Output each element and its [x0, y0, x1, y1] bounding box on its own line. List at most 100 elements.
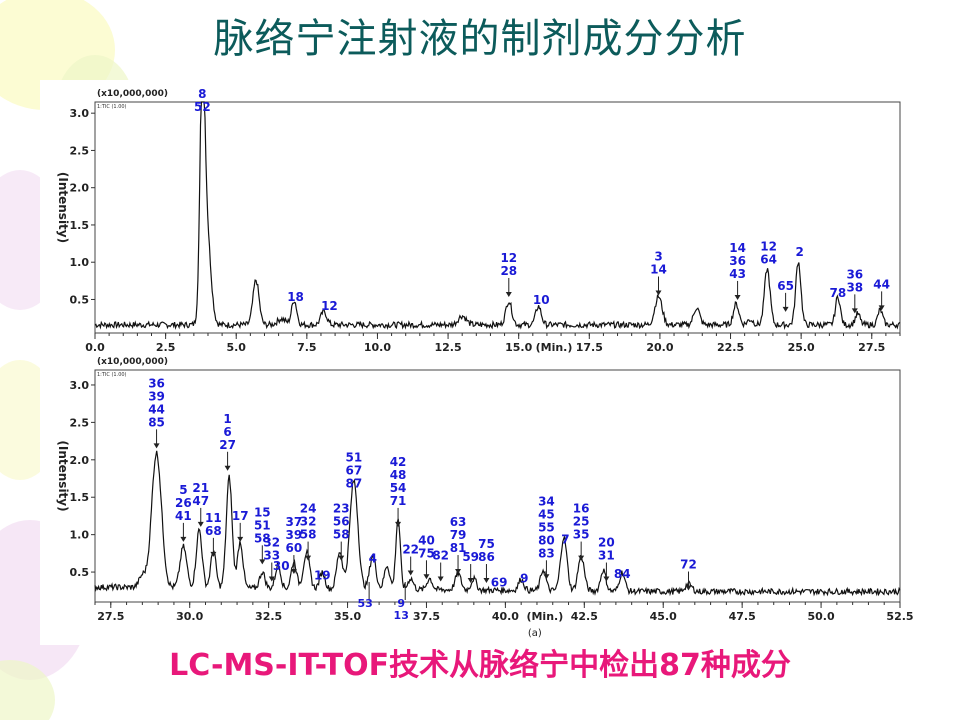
x-tick-label: 17.5 [576, 341, 603, 354]
peak-label: 1 [223, 412, 231, 426]
peak-label: 41 [175, 509, 192, 523]
peak-label: 64 [760, 253, 777, 267]
peak-annotation: 18 [287, 290, 304, 304]
peak-label: 51 [346, 450, 363, 464]
peak-label: 84 [614, 567, 631, 581]
x-tick-label: 45.0 [650, 610, 677, 623]
peak-label: 18 [287, 290, 304, 304]
peak-label: 55 [538, 520, 555, 534]
peak-label: 59 [462, 550, 479, 564]
peak-label: 25 [573, 515, 590, 529]
tic-label: 1:TIC (1.00) [97, 104, 127, 110]
y-tick-label: 0.5 [70, 293, 90, 306]
peak-label: 33 [263, 549, 280, 563]
peak-label: 39 [148, 389, 165, 403]
annotation-arrow-head [210, 551, 217, 557]
peak-label: 3 [654, 249, 662, 263]
peak-label: 42 [390, 455, 407, 469]
x-tick-label: 0.0 [85, 341, 105, 354]
peak-annotation: 69 [491, 575, 508, 589]
x-tick-label: 7.5 [297, 341, 317, 354]
annotation-arrow-head [578, 555, 585, 561]
x-tick-label: 42.5 [571, 610, 598, 623]
y-tick-label: 2.5 [70, 416, 90, 429]
peak-label: 10 [533, 293, 550, 307]
peak-label: 9 [520, 572, 528, 586]
annotation-arrow-head [423, 574, 430, 580]
peak-label: 81 [450, 541, 467, 555]
peak-annotation: 4 [369, 551, 377, 565]
peak-label: 12 [760, 240, 777, 254]
peak-annotation: 22 [402, 543, 419, 576]
peak-annotation: 82 [432, 549, 449, 582]
peak-label: 19 [314, 569, 331, 583]
peak-label: 32 [263, 536, 280, 550]
peak-label: 44 [873, 277, 890, 291]
x-tick-label: 32.5 [255, 610, 282, 623]
annotation-arrow-head [483, 578, 490, 584]
peak-label: 83 [538, 546, 555, 560]
peak-label: 35 [573, 528, 590, 542]
peak-label: 8 [198, 87, 206, 101]
peak-label: 87 [346, 476, 363, 490]
annotation-arrow-head [851, 308, 858, 314]
peak-label: 20 [598, 536, 615, 550]
peak-label: 47 [192, 494, 209, 508]
annotation-arrow-head [505, 291, 512, 297]
x-tick-label: 52.5 [886, 610, 913, 623]
slide-caption: LC-MS-IT-TOF技术从脉络宁中检出87种成分 [169, 648, 791, 683]
peak-label: 26 [175, 496, 192, 510]
annotation-arrow-head [685, 585, 692, 591]
x-tick-label: 35.0 [334, 610, 361, 623]
x-tick-label: 27.5 [858, 341, 885, 354]
peak-label: 52 [194, 100, 211, 114]
y-tick-label: 3.0 [70, 379, 90, 392]
peak-label: 45 [538, 507, 555, 521]
peak-label: 31 [598, 549, 615, 563]
slide-title: 脉络宁注射液的制剂成分分析 [213, 16, 747, 62]
x-tick-label: 27.5 [97, 610, 124, 623]
y-tick-label: 1.5 [70, 491, 90, 504]
peak-annotation: 852 [194, 87, 211, 114]
x-tick-label: 10.0 [364, 341, 391, 354]
x-tick-label: 22.5 [717, 341, 744, 354]
y-tick-label: 2.5 [70, 144, 90, 157]
peak-label: 36 [846, 267, 863, 281]
peak-label: 7 [561, 533, 569, 547]
peak-label: 24 [300, 502, 317, 516]
peak-annotation: 2 [796, 245, 804, 259]
x-tick-label: 12.5 [434, 341, 461, 354]
peak-label: 38 [846, 280, 863, 294]
peak-annotation: 65 [777, 279, 794, 312]
annotation-arrow-head [197, 521, 204, 527]
peak-label: 21 [192, 481, 209, 495]
peak-label: 72 [680, 558, 697, 572]
peak-label: 15 [254, 505, 271, 519]
peak-label: 12 [500, 251, 517, 265]
peak-label: 48 [390, 468, 407, 482]
chromatogram-1: (x10,000,000) 1:TIC (1.00) (Intensity) 0.5 1… [56, 87, 901, 354]
x-axis-label: (Min.) [536, 341, 573, 354]
peak-annotation: 10 [533, 293, 550, 307]
peak-label: 13 [394, 609, 409, 622]
peak-label: 17 [232, 509, 249, 523]
peak-annotation: 30 [273, 559, 290, 573]
peak-label: 69 [491, 575, 508, 589]
peak-annotation-below: 53 [357, 582, 373, 610]
peak-label: 4 [369, 551, 377, 565]
peak-label: 12 [321, 299, 338, 313]
x-tick-label: 30.0 [176, 610, 203, 623]
annotation-arrow-head [543, 574, 550, 580]
annotation-arrow-head [338, 555, 345, 561]
annotation-arrow-head [455, 569, 462, 575]
peak-label: 65 [777, 279, 794, 293]
